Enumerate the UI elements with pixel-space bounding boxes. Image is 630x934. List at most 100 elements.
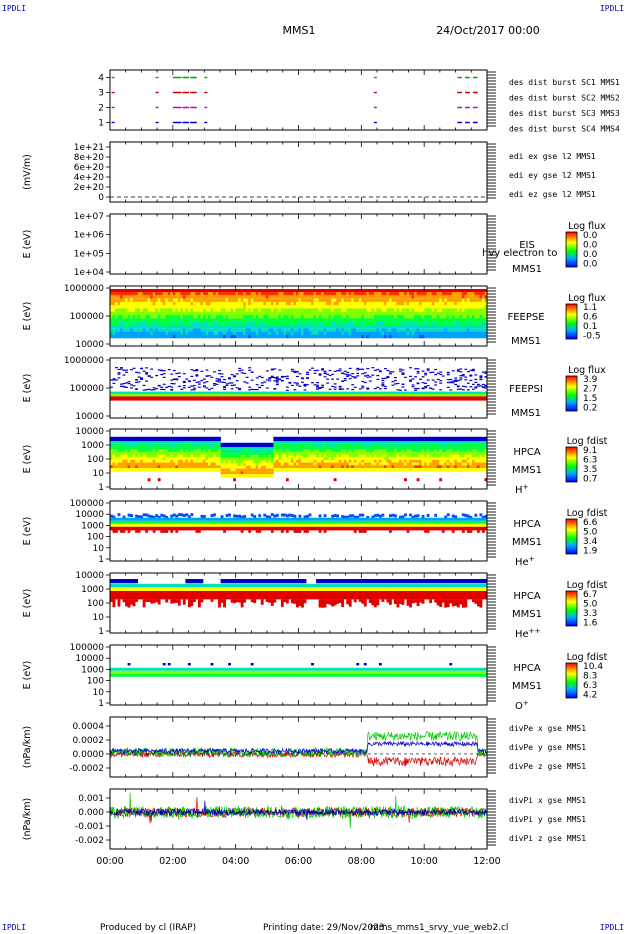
right-edge-ticks (487, 502, 496, 558)
panel-burst: des dist burst SC1 MMS1 des dist burst SC… (98, 69, 620, 134)
colorbar-tick-label: 6.6 (583, 518, 598, 528)
colorbar-tick-label: 10.4 (583, 662, 603, 672)
panel-hpca_h: 1 10 100 1000 10000 HPCA MMS1 H+ Log fdist9.16.3… (22, 427, 608, 496)
colorbar-tick-label: 1.6 (583, 619, 598, 629)
y-tick-label: 10 (93, 544, 105, 554)
series-line-1 (109, 797, 488, 824)
footer-printing-date: Printing date: 29/Nov/2023 (263, 923, 385, 933)
colorbar (565, 590, 578, 627)
y-tick-label: 1 (98, 555, 104, 565)
y-axis-label: E (eV) (22, 445, 33, 474)
y-tick-label: 1e+07 (74, 212, 104, 222)
spectrogram (110, 663, 488, 677)
colorbar-tick-label: -0.5 (583, 332, 601, 342)
right-edge-ticks (487, 287, 496, 343)
colorbar (565, 518, 578, 555)
colorbar-title: Log flux (568, 365, 606, 376)
y-tick-label: 2e+20 (74, 183, 105, 193)
panel-divpi: divPi x gse MMS1 divPi y gse MMS1 divPi z … (22, 788, 586, 850)
instrument-label: HPCA (513, 447, 541, 458)
colorbar-tick-label: 3.5 (583, 465, 597, 475)
right-edge-ticks (487, 143, 496, 199)
colorbar (565, 231, 578, 268)
y-tick-label: 0.0000 (73, 750, 105, 760)
spacecraft-label: MMS1 (512, 609, 542, 620)
spectrogram (110, 436, 488, 482)
legend-entry: divPi z gse MMS1 (509, 834, 586, 843)
x-tick-label: 10:00 (410, 856, 437, 867)
y-tick-label: 10000 (75, 412, 104, 422)
legend-entry: des dist burst SC2 MMS2 (509, 94, 620, 103)
y-tick-label: -0.0002 (69, 764, 104, 774)
x-tick-label: 02:00 (159, 856, 186, 867)
footer-filename: mms_mms1_srvy_vue_web2.cl (370, 923, 508, 933)
colorbar-tick-label: 0.7 (583, 475, 597, 485)
y-tick-label: 100 (87, 599, 104, 609)
y-tick-label: 100 (87, 455, 104, 465)
colorbar-tick-label: 6.3 (583, 456, 597, 466)
y-axis-label: (nPa/km) (22, 726, 33, 769)
species-label: He+ (515, 555, 535, 568)
colorbar-tick-label: 3.9 (583, 375, 598, 385)
instrument-label: HPCA (513, 519, 541, 530)
panel-feepsi: 10000 100000 1000000 FEEPSI MMS1 Log flux3.92… (22, 356, 606, 422)
panel-frame (109, 788, 488, 850)
legend-entry: divPe x gse MMS1 (509, 724, 586, 733)
y-axis-label: (mV/m) (22, 154, 33, 190)
y-tick-label: 1e+05 (74, 249, 104, 259)
y-tick-label: -0.001 (75, 822, 104, 832)
date-title: 24/Oct/2017 00:00 (436, 24, 540, 37)
y-tick-label: 0.000 (78, 808, 104, 818)
right-edge-ticks (487, 646, 496, 702)
y-axis-label: E (eV) (22, 517, 33, 546)
instrument-label: HPCA (513, 663, 541, 674)
y-tick-label: 100000 (70, 312, 105, 322)
spacecraft-label: MMS1 (511, 408, 541, 419)
legend-entry: divPe y gse MMS1 (509, 743, 586, 752)
y-tick-label: 10000 (75, 340, 104, 350)
y-tick-label: 1e+04 (74, 268, 105, 278)
colorbar-tick-label: 3.3 (583, 609, 597, 619)
species-label: O+ (515, 699, 529, 712)
panel-edi: edi ex gse l2 MMS1 edi ey gse l2 MMS1 edi … (22, 141, 596, 203)
x-tick-label: 12:00 (473, 856, 500, 867)
series-line-3 (109, 800, 488, 820)
instrument-label: HPCA (513, 591, 541, 602)
instrument-label: EIS (519, 240, 535, 251)
colorbar-tick-label: 1.9 (583, 547, 598, 557)
footer-produced: Produced by cl (IRAP) (100, 923, 196, 933)
spectrogram (110, 367, 488, 401)
legend-entry: divPi y gse MMS1 (509, 815, 586, 824)
y-tick-label: 1000 (81, 441, 104, 451)
colorbar-tick-label: 0.6 (583, 313, 598, 323)
spacecraft-label: MMS1 (512, 264, 542, 275)
instrument-label: FEEPSI (509, 384, 543, 395)
colorbar-tick-label: 1.5 (583, 394, 597, 404)
spectrogram (110, 289, 488, 339)
panel-hpca_he2: 1 10 100 1000 10000 HPCA MMS1 He++ Log fdist6.75… (22, 571, 608, 640)
colorbar-title: Log fdist (567, 580, 608, 591)
y-tick-label: 2 (98, 104, 104, 114)
y-tick-label: 10 (93, 688, 105, 698)
colorbar-tick-label: 6.3 (583, 681, 597, 691)
colorbar-tick-label: 0.0 (583, 260, 598, 270)
spacecraft-label: MMS1 (512, 681, 542, 692)
y-axis-label: (nPa/km) (22, 798, 33, 841)
colorbar-tick-label: 4.2 (583, 691, 597, 701)
y-tick-label: 1000 (81, 665, 104, 675)
y-tick-label: 1 (98, 699, 104, 709)
legend-entry: edi ez gse l2 MMS1 (509, 190, 596, 199)
species-label: He++ (515, 627, 541, 640)
spacecraft-label: MMS1 (512, 537, 542, 548)
instrument-label: FEEPSE (507, 312, 544, 323)
panel-frame (109, 141, 488, 203)
y-axis-label: E (eV) (22, 302, 33, 331)
spectrogram (110, 579, 488, 608)
panel-divpe: divPe x gse MMS1 divPe y gse MMS1 divPe z … (22, 716, 586, 778)
colorbar-tick-label: 0.1 (583, 322, 597, 332)
right-edge-ticks (487, 359, 496, 415)
product-subtitle: hvy electron to (482, 248, 557, 259)
y-tick-label: 1e+06 (74, 231, 105, 241)
